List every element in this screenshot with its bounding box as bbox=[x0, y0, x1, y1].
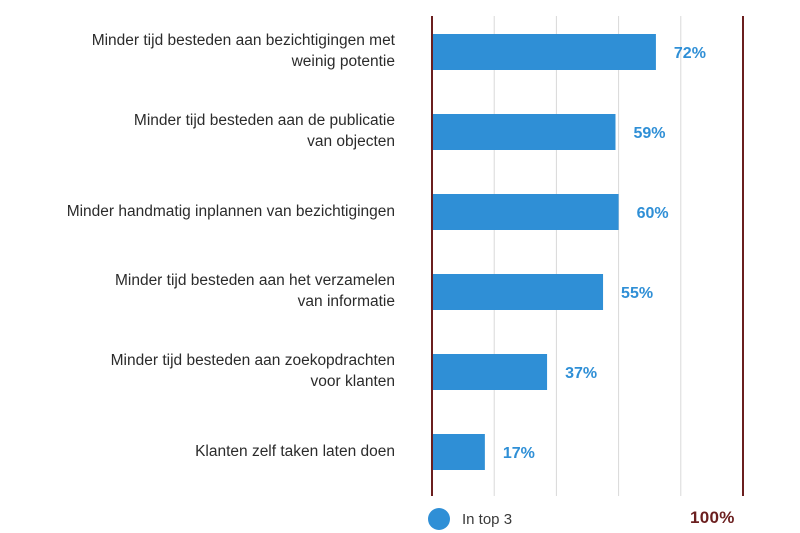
bar bbox=[432, 434, 485, 470]
category-label-line: Minder tijd besteden aan zoekopdrachten bbox=[110, 352, 395, 369]
category-label-line: van informatie bbox=[297, 293, 395, 310]
category-label-line: voor klanten bbox=[310, 373, 395, 390]
bar bbox=[432, 354, 548, 390]
category-label: Minder tijd besteden aan bezichtigingen … bbox=[35, 30, 395, 72]
data-label: 17% bbox=[503, 445, 535, 462]
bar bbox=[432, 274, 604, 310]
bar bbox=[432, 194, 619, 230]
legend: In top 3 bbox=[428, 508, 512, 530]
data-label: 59% bbox=[633, 125, 665, 142]
category-label-line: Minder handmatig inplannen van bezichtig… bbox=[66, 202, 395, 220]
axis-max-label: 100% bbox=[690, 508, 735, 527]
data-label: 55% bbox=[621, 285, 653, 302]
legend-label: In top 3 bbox=[462, 510, 513, 528]
category-label: Klanten zelf taken laten doen bbox=[35, 441, 395, 462]
data-label: 72% bbox=[674, 45, 706, 62]
category-label-line: weinig potentie bbox=[291, 53, 395, 70]
legend-swatch bbox=[428, 508, 450, 530]
category-label: Minder tijd besteden aan zoekopdrachten v… bbox=[35, 350, 395, 392]
category-label: Minder tijd besteden aan de publicatie va… bbox=[35, 110, 395, 152]
category-label-line: Minder tijd besteden aan het verzamelen bbox=[114, 272, 395, 289]
category-label-line: van objecten bbox=[307, 133, 395, 150]
bar bbox=[432, 114, 616, 150]
category-label-line: Minder tijd besteden aan bezichtigingen … bbox=[91, 32, 395, 49]
data-label: 60% bbox=[637, 205, 669, 222]
data-label: 37% bbox=[565, 365, 597, 382]
category-label-line: Minder tijd besteden aan de publicatie bbox=[133, 112, 395, 129]
category-label-line: Klanten zelf taken laten doen bbox=[195, 442, 395, 460]
bar bbox=[432, 34, 656, 70]
category-label: Minder handmatig inplannen van bezichtig… bbox=[35, 201, 395, 222]
category-label: Minder tijd besteden aan het verzamelen v… bbox=[35, 270, 395, 312]
